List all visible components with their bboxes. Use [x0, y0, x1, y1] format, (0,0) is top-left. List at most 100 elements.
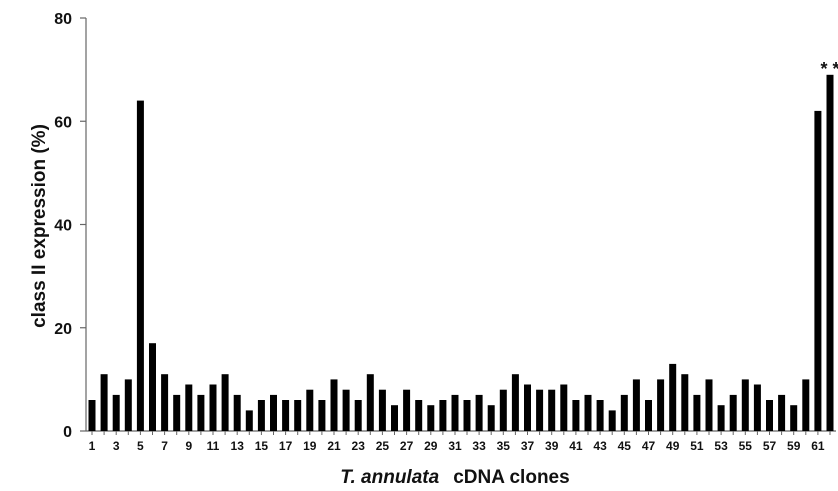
bar — [112, 394, 120, 431]
y-tick-labels: 0 20 40 60 80 — [54, 11, 72, 441]
x-tick-labels: 1 3 5 7 9 11 13 15 17 19 21 23 25 27 29 31 33 35 37 39 41 43 4… — [89, 439, 825, 453]
x-tick-label: 13 — [231, 439, 245, 453]
bar — [366, 374, 374, 431]
x-tick-label: 39 — [545, 439, 559, 453]
bar — [415, 400, 423, 431]
x-tick-label: 17 — [279, 439, 293, 453]
bar — [427, 405, 435, 431]
x-tick-label: 31 — [448, 439, 462, 453]
bar — [257, 400, 265, 431]
bar — [548, 389, 556, 431]
x-tick-label: 3 — [113, 439, 120, 453]
x-axis-label-rest: cDNA clones — [453, 467, 570, 488]
bar — [717, 405, 725, 431]
bar — [100, 374, 108, 431]
bar — [584, 394, 592, 431]
bar — [499, 389, 507, 431]
bar — [354, 400, 362, 431]
x-tick-label: 59 — [787, 439, 801, 453]
y-axis-label: class II expression (%) — [29, 124, 50, 328]
bar — [451, 394, 459, 431]
y-tick-label: 80 — [54, 11, 72, 28]
x-tick-label: 37 — [521, 439, 535, 453]
x-tick-label: 45 — [618, 439, 632, 453]
bar — [463, 400, 471, 431]
bar — [294, 400, 302, 431]
bar — [330, 379, 338, 431]
x-tick-label: 25 — [376, 439, 390, 453]
x-tick-label: 53 — [714, 439, 728, 453]
bar — [173, 394, 181, 431]
x-tick-label: 29 — [424, 439, 438, 453]
bar — [282, 400, 290, 431]
bar — [475, 394, 483, 431]
y-tick-label: 0 — [63, 424, 72, 441]
bar — [439, 400, 447, 431]
bar — [306, 389, 314, 431]
x-axis — [86, 430, 836, 435]
bars — [88, 74, 834, 432]
bar — [124, 379, 132, 431]
bar — [149, 343, 156, 431]
y-axis — [80, 17, 87, 432]
x-tick-label: 7 — [161, 439, 168, 453]
bar — [197, 394, 205, 431]
bar — [391, 405, 398, 431]
bar — [209, 384, 217, 431]
y-tick-label: 40 — [54, 218, 72, 235]
x-tick-label: 35 — [497, 439, 511, 453]
bar — [378, 389, 386, 431]
bar — [245, 410, 253, 431]
bar — [778, 394, 786, 431]
x-tick-label: 11 — [207, 439, 220, 453]
bar — [136, 100, 144, 431]
x-tick-label: 41 — [569, 439, 583, 453]
x-axis-label-italic: T. annulata — [340, 467, 439, 488]
bar — [487, 405, 495, 431]
bar — [693, 394, 701, 431]
x-tick-label: 61 — [811, 439, 825, 453]
bar — [185, 384, 193, 431]
bar — [572, 400, 580, 431]
bar — [524, 384, 531, 431]
bar — [645, 400, 652, 431]
bar — [88, 400, 96, 431]
x-tick-label: 47 — [642, 439, 656, 453]
x-tick-label: 21 — [327, 439, 341, 453]
bar — [753, 384, 761, 431]
x-axis-label: T. annulata cDNA clones — [340, 467, 569, 488]
bar — [802, 379, 810, 431]
bar — [608, 410, 616, 431]
x-tick-label: 43 — [593, 439, 607, 453]
bar — [620, 394, 628, 431]
bar — [221, 374, 229, 431]
bar — [596, 400, 604, 431]
bar — [270, 394, 277, 431]
bar — [536, 389, 544, 431]
x-tick-label: 55 — [739, 439, 753, 453]
x-tick-label: 23 — [352, 439, 366, 453]
bar — [681, 374, 689, 431]
bar — [632, 379, 640, 431]
x-tick-label: 19 — [303, 439, 317, 453]
x-tick-label: 57 — [763, 439, 777, 453]
bar — [741, 379, 749, 431]
x-tick-label: 9 — [185, 439, 192, 453]
y-tick-label: 60 — [54, 114, 72, 131]
bar — [342, 389, 350, 431]
bar — [511, 374, 519, 431]
x-tick-label: 51 — [690, 439, 704, 453]
x-tick-label: 49 — [666, 439, 680, 453]
x-tick-label: 15 — [255, 439, 269, 453]
bar — [705, 379, 713, 431]
bar — [729, 394, 737, 431]
x-tick-label: 27 — [400, 439, 414, 453]
bar — [657, 379, 665, 431]
bar — [403, 389, 411, 431]
bar — [766, 400, 773, 431]
bar — [826, 74, 834, 432]
bar — [161, 374, 169, 431]
significance-annotation: * * — [820, 59, 838, 79]
bar — [669, 363, 677, 431]
